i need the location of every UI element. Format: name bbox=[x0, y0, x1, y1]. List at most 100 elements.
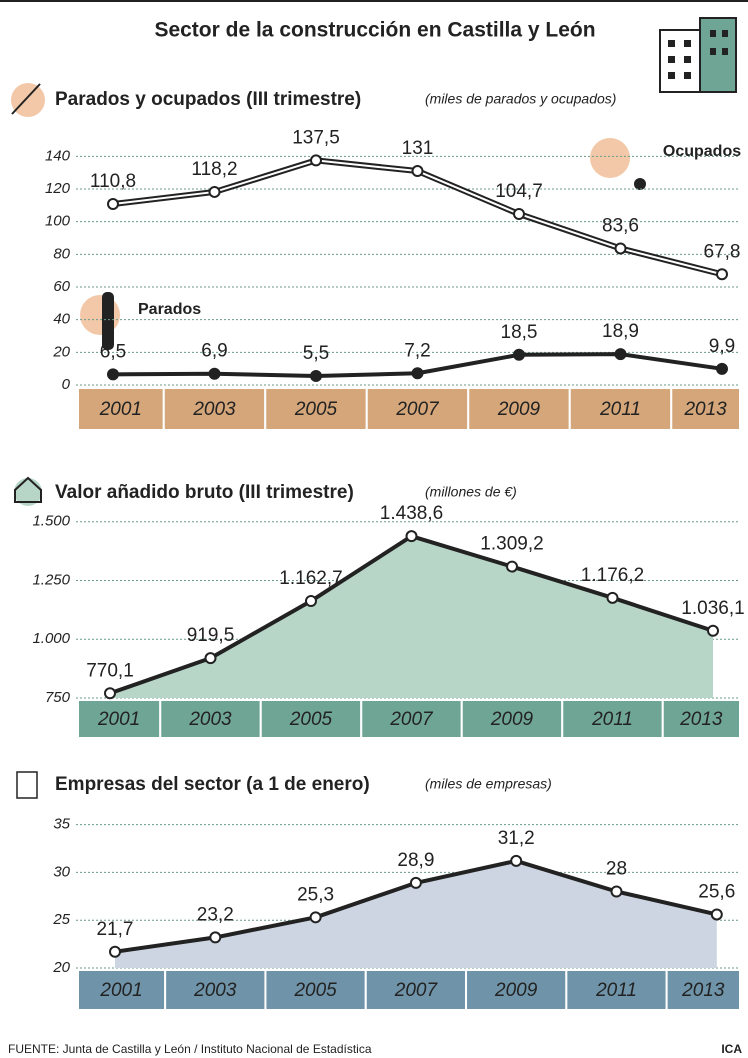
x-tick-label: 2013 bbox=[679, 709, 723, 730]
building-icon bbox=[660, 18, 736, 92]
point bbox=[206, 653, 216, 663]
x-tick-label: 2009 bbox=[494, 980, 538, 1001]
point bbox=[210, 187, 220, 197]
point bbox=[407, 531, 417, 541]
legend-label: Parados bbox=[138, 301, 201, 318]
infographic: Sector de la construcción en Castilla y … bbox=[0, 0, 748, 1058]
x-tick-label: 2003 bbox=[192, 399, 236, 420]
value-label: 131 bbox=[402, 138, 434, 159]
x-tick-label: 2009 bbox=[490, 709, 534, 730]
point bbox=[105, 688, 115, 698]
value-label: 1.438,6 bbox=[380, 503, 443, 524]
x-tick-label: 2001 bbox=[99, 399, 142, 420]
value-label: 23,2 bbox=[197, 904, 234, 925]
value-label: 25,6 bbox=[698, 881, 735, 902]
point bbox=[110, 947, 120, 957]
value-label: 1.176,2 bbox=[581, 565, 644, 586]
value-label: 110,8 bbox=[90, 171, 136, 192]
point bbox=[306, 596, 316, 606]
value-label: 31,2 bbox=[498, 828, 535, 849]
section-icon bbox=[11, 83, 45, 117]
point bbox=[411, 878, 421, 888]
x-tick-label: 2003 bbox=[188, 709, 232, 730]
point bbox=[108, 199, 118, 209]
y-tick-label: 0 bbox=[62, 376, 71, 393]
x-tick-label: 2007 bbox=[389, 709, 434, 730]
value-label: 5,5 bbox=[303, 343, 329, 364]
section-title: Empresas del sector (a 1 de enero) bbox=[55, 774, 370, 795]
wheelbarrow-icon bbox=[634, 178, 646, 190]
x-tick-label: 2003 bbox=[193, 980, 237, 1001]
section-subtitle: (miles de empresas) bbox=[425, 776, 552, 792]
value-label: 118,2 bbox=[191, 159, 237, 180]
y-tick-label: 120 bbox=[45, 180, 71, 197]
x-tick-label: 2009 bbox=[497, 399, 541, 420]
point bbox=[717, 269, 727, 279]
point bbox=[514, 350, 524, 360]
section-title: Valor añadido bruto (III trimestre) bbox=[55, 482, 354, 503]
y-tick-label: 140 bbox=[45, 147, 71, 164]
x-tick-label: 2013 bbox=[681, 980, 725, 1001]
value-label: 6,5 bbox=[100, 341, 126, 362]
value-label: 21,7 bbox=[97, 919, 134, 940]
value-label: 1.162,7 bbox=[279, 568, 342, 589]
x-tick-label: 2013 bbox=[683, 399, 727, 420]
y-tick-label: 1.500 bbox=[32, 513, 70, 530]
x-tick-label: 2011 bbox=[595, 980, 637, 1001]
x-tick-label: 2001 bbox=[97, 709, 140, 730]
y-tick-label: 750 bbox=[45, 689, 71, 706]
point bbox=[612, 887, 622, 897]
section-subtitle: (millones de €) bbox=[425, 484, 517, 500]
y-tick-label: 100 bbox=[45, 213, 71, 230]
point bbox=[717, 364, 727, 374]
x-tick-label: 2011 bbox=[591, 709, 633, 730]
x-tick-label: 2001 bbox=[99, 980, 142, 1001]
value-label: 83,6 bbox=[602, 215, 639, 236]
value-label: 67,8 bbox=[704, 241, 741, 262]
y-tick-label: 20 bbox=[52, 959, 70, 976]
value-label: 18,9 bbox=[602, 321, 639, 342]
y-tick-label: 25 bbox=[52, 911, 70, 928]
section-subtitle: (miles de parados y ocupados) bbox=[425, 91, 616, 107]
x-tick-label: 2005 bbox=[294, 399, 338, 420]
y-tick-label: 30 bbox=[53, 863, 70, 880]
point bbox=[616, 243, 626, 253]
point bbox=[507, 562, 517, 572]
value-label: 104,7 bbox=[495, 181, 543, 202]
value-label: 919,5 bbox=[187, 625, 235, 646]
building-small-icon bbox=[17, 772, 37, 798]
value-label: 770,1 bbox=[86, 660, 134, 681]
y-tick-label: 80 bbox=[53, 245, 70, 262]
point bbox=[311, 155, 321, 165]
point bbox=[712, 909, 722, 919]
section-title: Parados y ocupados (III trimestre) bbox=[55, 89, 361, 110]
point bbox=[511, 856, 521, 866]
point bbox=[311, 912, 321, 922]
x-tick-label: 2007 bbox=[394, 980, 439, 1001]
value-label: 28,9 bbox=[397, 850, 434, 871]
point bbox=[413, 166, 423, 176]
y-tick-label: 1.250 bbox=[32, 571, 70, 588]
value-label: 25,3 bbox=[297, 884, 334, 905]
source: FUENTE: Junta de Castilla y León / Insti… bbox=[8, 1042, 372, 1056]
point bbox=[311, 371, 321, 381]
point bbox=[616, 349, 626, 359]
point bbox=[210, 932, 220, 942]
y-tick-label: 60 bbox=[53, 278, 70, 295]
point bbox=[608, 593, 618, 603]
area bbox=[110, 536, 713, 698]
x-tick-label: 2005 bbox=[289, 709, 333, 730]
x-tick-label: 2005 bbox=[293, 980, 337, 1001]
main-title: Sector de la construcción en Castilla y … bbox=[154, 19, 595, 42]
y-tick-label: 1.000 bbox=[32, 630, 70, 647]
value-label: 28 bbox=[606, 859, 627, 880]
point bbox=[708, 626, 718, 636]
value-label: 9,9 bbox=[709, 336, 735, 357]
value-label: 6,9 bbox=[201, 341, 227, 362]
point bbox=[514, 209, 524, 219]
point bbox=[413, 368, 423, 378]
y-tick-label: 35 bbox=[53, 816, 70, 833]
worker-icon bbox=[590, 138, 630, 178]
y-tick-label: 40 bbox=[53, 311, 70, 328]
y-tick-label: 20 bbox=[52, 343, 70, 360]
